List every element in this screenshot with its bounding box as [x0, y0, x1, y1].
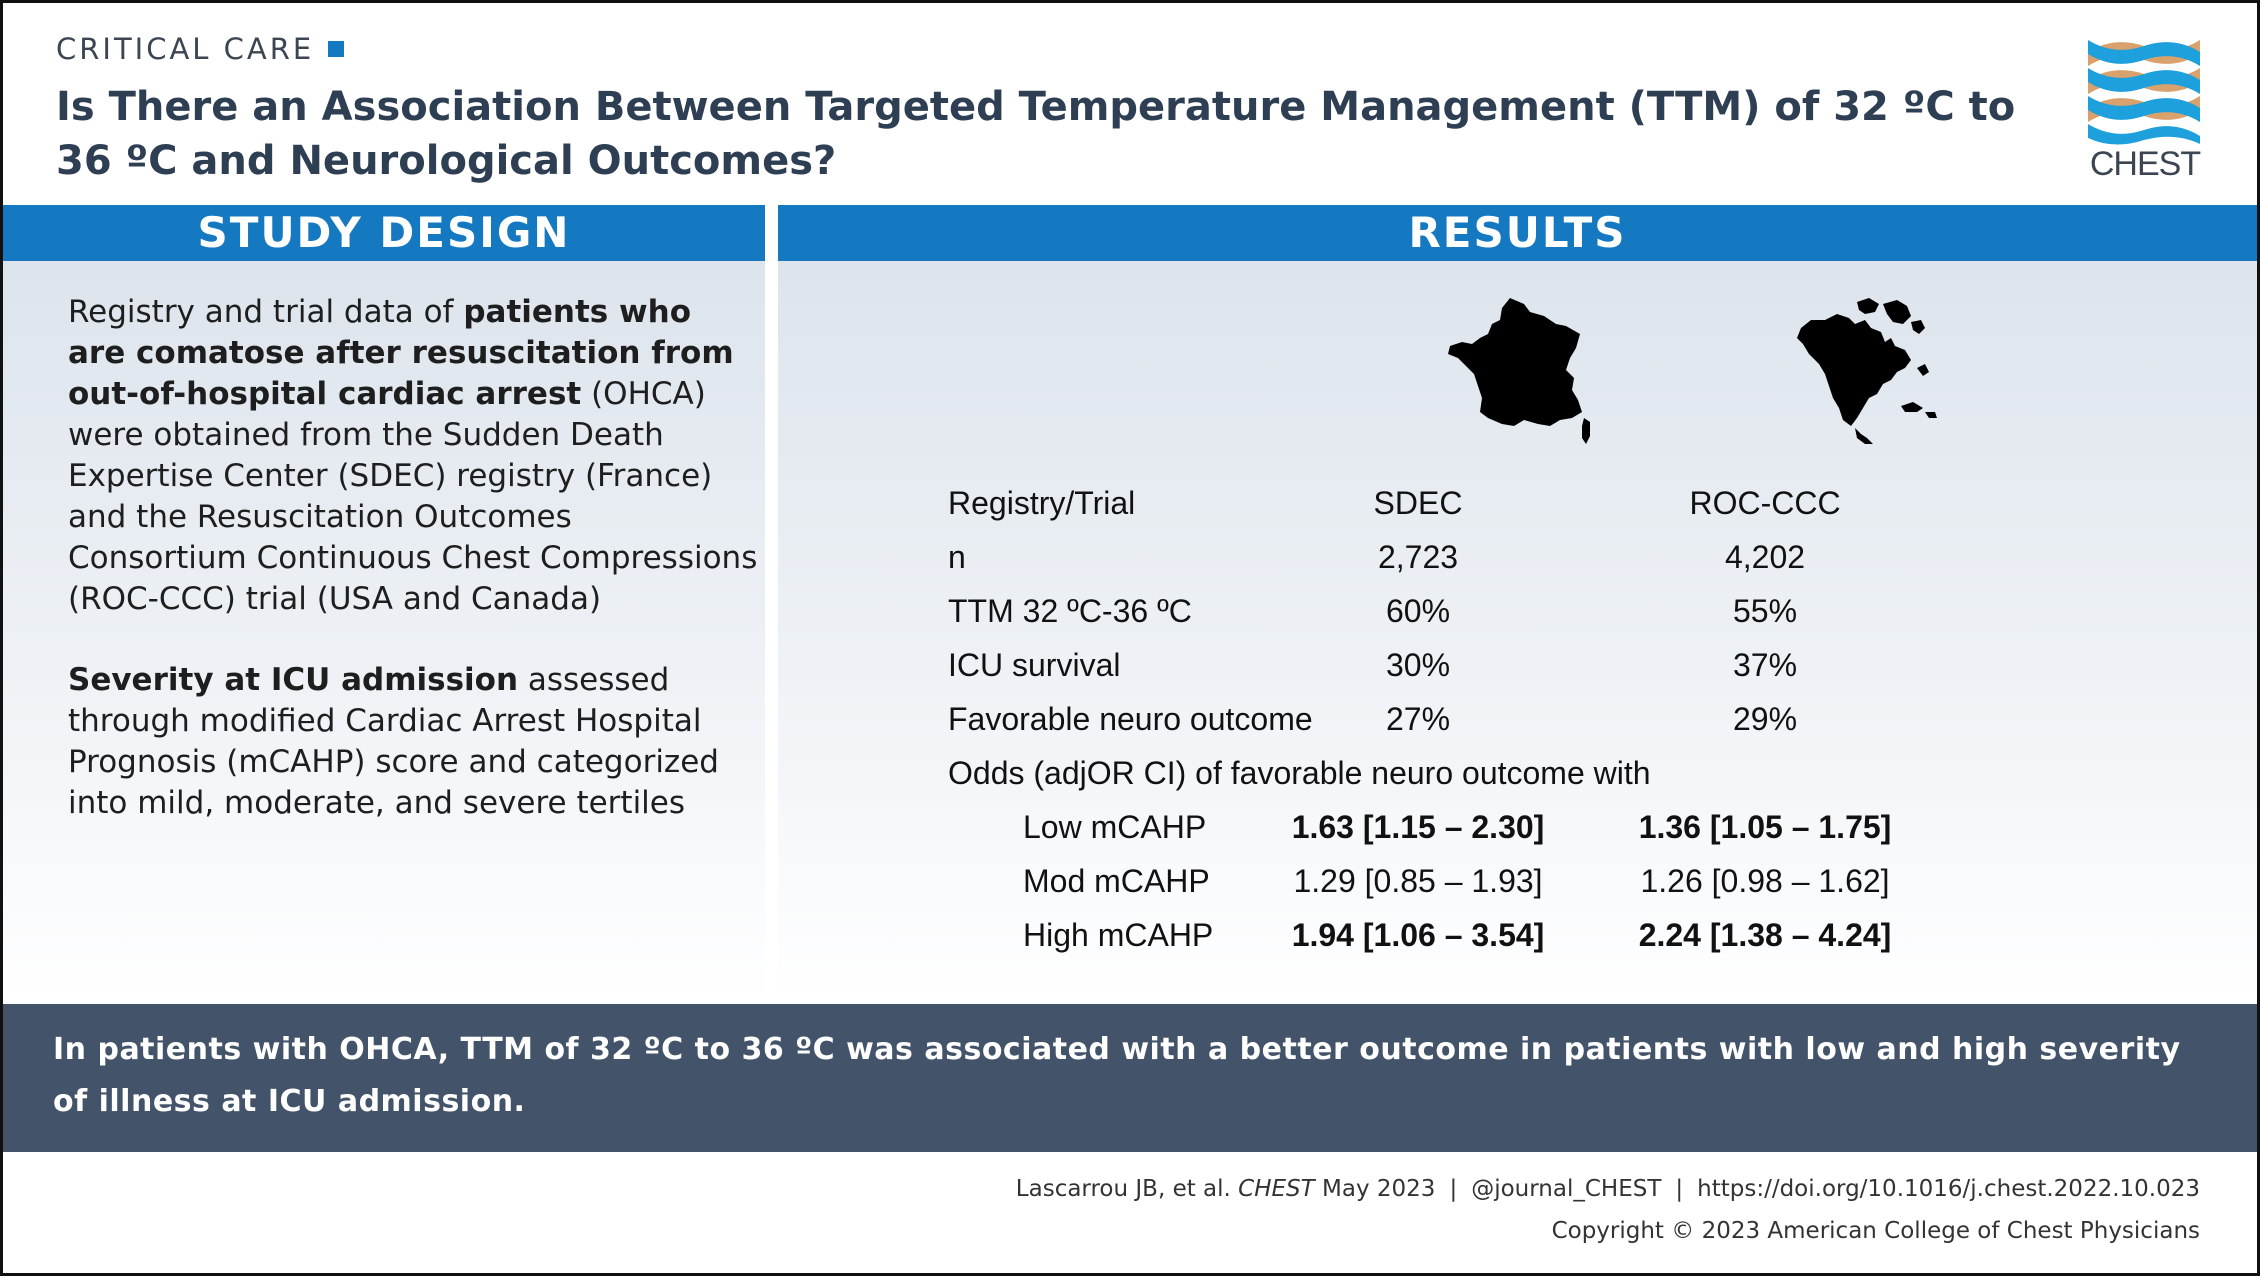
roc-value: 2.24 [1.38 – 4.24]	[1638, 917, 1892, 953]
citation-line: Lascarrou JB, et al. CHEST May 2023 | @jou…	[1016, 1176, 2200, 1202]
doi-link[interactable]: https://doi.org/10.1016/j.chest.2022.10.…	[1697, 1176, 2200, 1202]
row-label: ICU survival	[948, 647, 1121, 683]
study-design-text: Registry and trial data of patients who …	[68, 292, 758, 864]
row-label: n	[948, 539, 966, 575]
chest-logo-text: CHEST	[2089, 145, 2201, 183]
category-label: CRITICAL CARE	[56, 32, 345, 66]
north-america-map-icon	[1797, 298, 1937, 444]
roc-value: 4,202	[1724, 539, 1806, 575]
study-design-paragraph-2: Severity at ICU admission assessed throu…	[68, 662, 719, 821]
sdec-value: 2,723	[1377, 539, 1459, 575]
sdec-value: 1.63 [1.15 – 2.30]	[1291, 809, 1545, 845]
row-label: High mCAHP	[1023, 917, 1214, 953]
conclusion-text: In patients with OHCA, TTM of 32 ºC to 3…	[53, 1032, 2181, 1119]
separator: |	[1449, 1176, 1458, 1202]
sdec-value: 1.29 [0.85 – 1.93]	[1293, 863, 1543, 899]
sdec-value: SDEC	[1373, 485, 1463, 521]
row-label: Odds (adjOR CI) of favorable neuro outco…	[948, 755, 1651, 791]
results-row: TTM 32 ºC-36 ºC 60% 55%	[948, 593, 2048, 647]
row-label: Low mCAHP	[1023, 809, 1207, 845]
results-heading: RESULTS	[778, 205, 2257, 261]
roc-value: 55%	[1732, 593, 1798, 629]
study-design-paragraph-1: Registry and trial data of patients who …	[68, 294, 758, 617]
sdec-value: 27%	[1385, 701, 1451, 737]
page-title: Is There an Association Between Targeted…	[56, 84, 2016, 184]
results-row: Low mCAHP 1.63 [1.15 – 2.30] 1.36 [1.05 …	[948, 809, 2048, 863]
citation-authors: Lascarrou JB, et al.	[1015, 1176, 1239, 1202]
copyright: Copyright © 2023 American College of Che…	[1551, 1218, 2200, 1244]
results-row: n 2,723 4,202	[948, 539, 2048, 593]
roc-value: 29%	[1732, 701, 1798, 737]
conclusion-banner	[3, 1004, 2257, 1152]
citation-journal: CHEST	[1238, 1176, 1315, 1202]
row-label: Favorable neuro outcome	[948, 701, 1313, 737]
results-row: Registry/Trial SDEC ROC-CCC	[948, 485, 2048, 539]
chest-logo-icon	[2088, 40, 2200, 145]
study-design-panel	[3, 261, 765, 1003]
row-label: TTM 32 ºC-36 ºC	[948, 593, 1192, 629]
row-label: Mod mCAHP	[1023, 863, 1210, 899]
sdec-value: 60%	[1385, 593, 1451, 629]
results-row: High mCAHP 1.94 [1.06 – 3.54] 2.24 [1.38…	[948, 917, 2048, 971]
results-row: ICU survival 30% 37%	[948, 647, 2048, 701]
results-row: Mod mCAHP 1.29 [0.85 – 1.93] 1.26 [0.98 …	[948, 863, 2048, 917]
results-row: Favorable neuro outcome 27% 29%	[948, 701, 2048, 755]
separator: |	[1675, 1176, 1684, 1202]
roc-value: ROC-CCC	[1689, 485, 1841, 521]
results-row: Odds (adjOR CI) of favorable neuro outco…	[948, 755, 2048, 809]
section-divider	[765, 205, 778, 1003]
sdec-value: 30%	[1385, 647, 1451, 683]
row-label: Registry/Trial	[948, 485, 1136, 521]
roc-value: 1.36 [1.05 – 1.75]	[1638, 809, 1892, 845]
twitter-handle-link[interactable]: @journal_CHEST	[1471, 1176, 1662, 1202]
citation-date: May 2023	[1314, 1176, 1436, 1202]
category-square-icon	[328, 41, 345, 57]
roc-value: 37%	[1732, 647, 1798, 683]
france-map-icon	[1448, 298, 1590, 444]
study-design-heading: STUDY DESIGN	[3, 205, 765, 261]
sdec-value: 1.94 [1.06 – 3.54]	[1291, 917, 1545, 953]
category-text: CRITICAL CARE	[56, 32, 315, 66]
roc-value: 1.26 [0.98 – 1.62]	[1640, 863, 1890, 899]
